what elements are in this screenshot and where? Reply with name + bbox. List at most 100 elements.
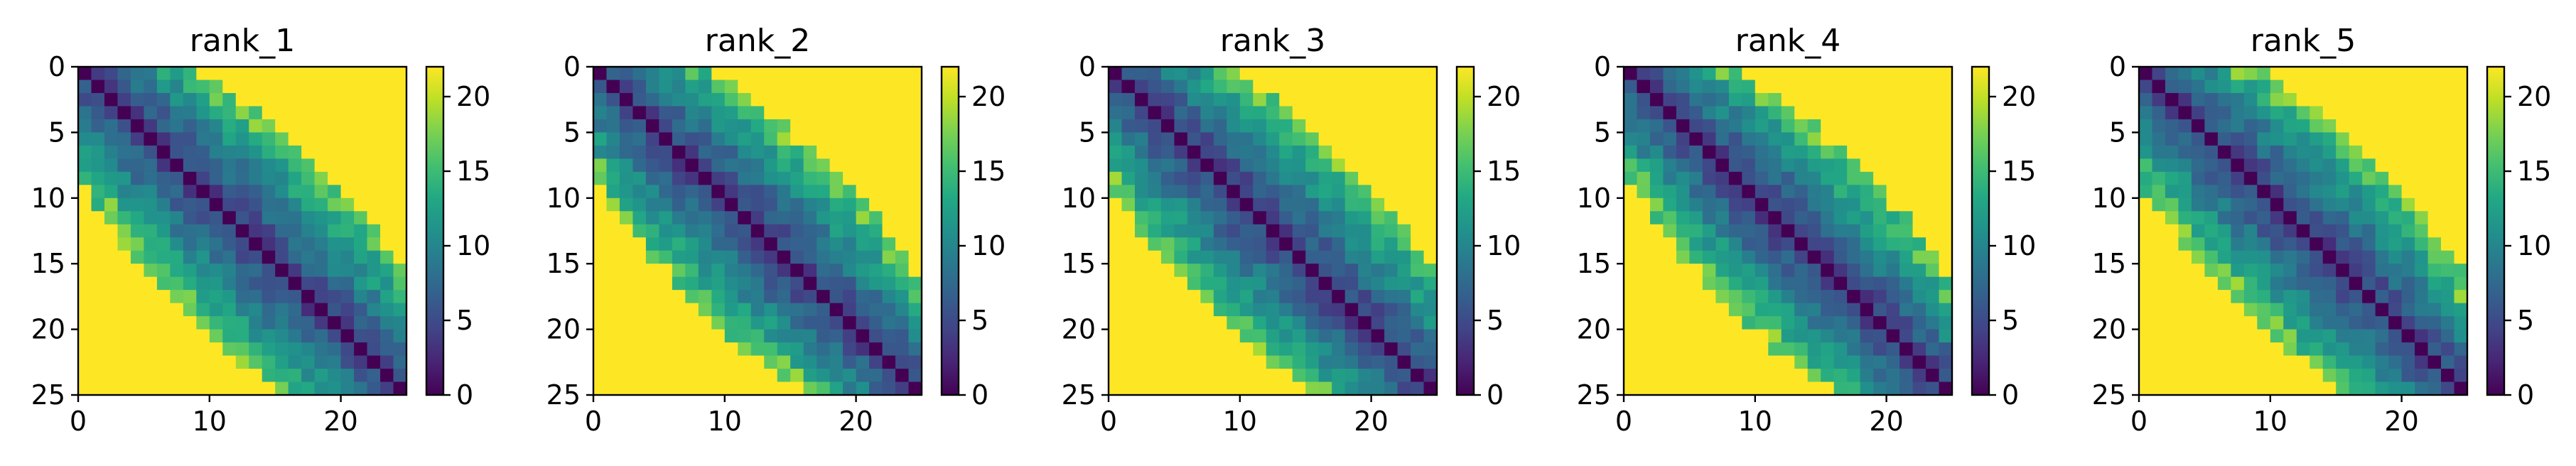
heatmap-cell: [619, 224, 634, 238]
heatmap-cell: [1213, 237, 1227, 251]
heatmap-cell: [1755, 250, 1769, 264]
heatmap-cell: [222, 145, 237, 159]
heatmap-cell: [104, 171, 119, 185]
heatmap-cell: [2296, 316, 2310, 330]
heatmap-cell: [882, 342, 896, 357]
heatmap-cell: [156, 316, 171, 330]
heatmap-cell: [235, 264, 249, 278]
heatmap-cell: [1371, 369, 1385, 383]
heatmap-cell: [882, 106, 896, 120]
heatmap-cell: [2165, 381, 2179, 396]
heatmap-cell: [843, 106, 857, 120]
heatmap-cell: [1239, 132, 1254, 146]
heatmap-cell: [144, 67, 158, 81]
heatmap-cell: [1755, 132, 1769, 146]
heatmap-cell: [91, 211, 105, 225]
heatmap-cell: [2427, 158, 2442, 173]
heatmap-cell: [1174, 250, 1188, 264]
heatmap-cell: [1873, 80, 1887, 94]
heatmap-cell: [354, 342, 368, 357]
heatmap-cell: [117, 92, 131, 107]
heatmap-cell: [1397, 303, 1411, 317]
heatmap-cell: [2270, 132, 2284, 146]
heatmap-cell: [672, 316, 686, 330]
heatmap-cell: [2191, 92, 2205, 107]
heatmap-cell: [1318, 92, 1332, 107]
heatmap-cell: [1860, 250, 1874, 264]
heatmap-cell: [817, 119, 831, 133]
heatmap-cell: [1266, 290, 1280, 304]
heatmap-cell: [367, 316, 381, 330]
heatmap-cell: [908, 355, 922, 369]
heatmap-cell: [1715, 250, 1730, 264]
heatmap-cell: [2191, 237, 2205, 251]
heatmap-cell: [843, 264, 857, 278]
heatmap-cell: [685, 276, 699, 291]
heatmap-cell: [2375, 276, 2389, 291]
heatmap-cell: [698, 119, 712, 133]
heatmap-cell: [367, 197, 381, 212]
heatmap-cell: [698, 145, 712, 159]
heatmap-cell: [91, 119, 105, 133]
heatmap-cell: [1292, 80, 1306, 94]
heatmap-cell: [209, 224, 223, 238]
heatmap-cell: [2454, 197, 2468, 212]
heatmap-cell: [1637, 276, 1651, 291]
heatmap-cell: [2217, 264, 2231, 278]
heatmap-cell: [1384, 92, 1399, 107]
heatmap-cell: [1689, 211, 1703, 225]
heatmap-cell: [619, 185, 634, 199]
heatmap-cell: [275, 355, 289, 369]
heatmap-cell: [209, 197, 223, 212]
heatmap-cell: [2204, 67, 2219, 81]
heatmap-cell: [2454, 171, 2468, 185]
heatmap-cell: [2336, 119, 2350, 133]
heatmap-cell: [170, 316, 184, 330]
heatmap-cell: [685, 132, 699, 146]
heatmap-cell: [1715, 80, 1730, 94]
heatmap-cell: [2336, 369, 2350, 383]
heatmap-cell: [1833, 250, 1848, 264]
heatmap-cell: [1213, 106, 1227, 120]
heatmap-cell: [1768, 145, 1782, 159]
heatmap-cell: [724, 329, 738, 343]
heatmap-cell: [1702, 67, 1716, 81]
heatmap-cell: [2401, 106, 2415, 120]
heatmap-cell: [1397, 80, 1411, 94]
heatmap-cell: [91, 276, 105, 291]
heatmap-cell: [2401, 303, 2415, 317]
heatmap-cell: [314, 67, 328, 81]
heatmap-cell: [1833, 342, 1848, 357]
heatmap-cell: [685, 211, 699, 225]
heatmap-cell: [1227, 237, 1241, 251]
heatmap-cell: [1266, 329, 1280, 343]
heatmap-cell: [249, 80, 263, 94]
heatmap-cell: [196, 197, 210, 212]
heatmap-cell: [1174, 145, 1188, 159]
heatmap-cell: [1847, 329, 1861, 343]
heatmap-cell: [1121, 80, 1136, 94]
heatmap-cell: [1912, 224, 1926, 238]
heatmap-cell: [1266, 224, 1280, 238]
heatmap-cell: [2296, 132, 2310, 146]
heatmap-cell: [1873, 92, 1887, 107]
heatmap-cell: [790, 237, 804, 251]
heatmap-cell: [196, 276, 210, 291]
heatmap-cell: [2310, 158, 2324, 173]
heatmap-cell: [2415, 316, 2429, 330]
colorbar-tick-label: 15: [2517, 156, 2551, 187]
heatmap-cell: [1649, 145, 1664, 159]
heatmap-cell: [2362, 276, 2376, 291]
heatmap-cell: [1344, 303, 1359, 317]
heatmap-cell: [882, 197, 896, 212]
heatmap-cell: [724, 355, 738, 369]
heatmap-cell: [78, 211, 92, 225]
heatmap-cell: [1121, 342, 1136, 357]
heatmap-cell: [2165, 290, 2179, 304]
colorbar-frame: [940, 65, 960, 396]
heatmap-cell: [1649, 211, 1664, 225]
heatmap-cell: [1279, 264, 1293, 278]
heatmap-cell: [354, 250, 368, 264]
heatmap-cell: [301, 92, 316, 107]
heatmap-cell: [2165, 158, 2179, 173]
